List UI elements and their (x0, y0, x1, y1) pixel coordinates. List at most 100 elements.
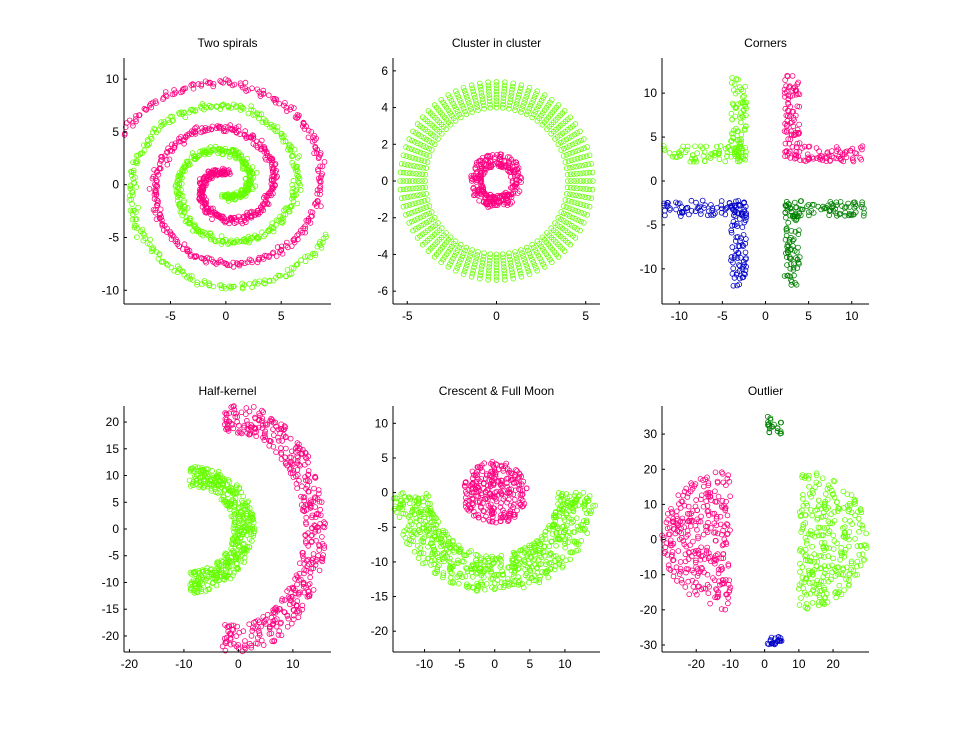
scatter-point (713, 143, 720, 150)
scatter-point (397, 169, 404, 176)
scatter-point (234, 623, 240, 630)
scatter-point (493, 91, 500, 98)
scatter-point (226, 154, 233, 160)
scatter-point (586, 152, 593, 159)
scatter-point (471, 264, 477, 271)
scatter-point (564, 184, 571, 191)
scatter-point (670, 153, 676, 160)
scatter-point (516, 88, 523, 95)
scatter-point (155, 171, 162, 178)
panel-title: Two spirals (197, 36, 257, 50)
scatter-point (739, 242, 746, 249)
scatter-point (249, 164, 256, 170)
scatter-point (253, 169, 260, 176)
scatter-point (735, 198, 742, 204)
scatter-point (582, 162, 588, 168)
scatter-point (225, 148, 232, 155)
scatter-point (567, 191, 573, 198)
scatter-point (293, 261, 300, 268)
scatter-point (242, 638, 248, 644)
scatter-point (426, 138, 433, 144)
scatter-point (459, 253, 466, 260)
scatter-point (702, 202, 708, 209)
scatter-point (299, 602, 306, 609)
scatter-point (837, 210, 843, 217)
scatter-point (482, 157, 489, 163)
scatter-point (192, 583, 199, 589)
scatter-point (207, 80, 214, 86)
scatter-point (787, 265, 794, 272)
scatter-point (288, 593, 295, 600)
scatter-point (586, 203, 593, 210)
scatter-point (566, 150, 573, 157)
scatter-point (739, 224, 746, 231)
scatter-point (212, 477, 218, 484)
scatter-point (566, 213, 573, 219)
scatter-point (133, 116, 139, 122)
scatter-point (200, 576, 207, 583)
scatter-point (729, 116, 735, 123)
scatter-point (739, 147, 746, 154)
scatter-point (222, 550, 229, 557)
x-tick-label: -10 (416, 657, 434, 671)
scatter-point (424, 159, 431, 165)
scatter-point (485, 82, 492, 89)
scatter-point (248, 424, 254, 431)
scatter-point (517, 270, 524, 277)
y-tick-label: -10 (102, 283, 120, 297)
scatter-point (500, 257, 507, 264)
scatter-point (509, 199, 515, 205)
scatter-point (283, 239, 290, 246)
scatter-point (470, 192, 477, 199)
y-tick-label: -15 (102, 602, 120, 616)
scatter-point (203, 259, 210, 266)
scatter-point (246, 167, 252, 174)
scatter-point (462, 91, 469, 97)
scatter-point (417, 192, 423, 198)
scatter-point (210, 580, 216, 587)
scatter-point (222, 647, 229, 654)
x-tick-label: 5 (526, 657, 533, 671)
scatter-point (147, 101, 154, 107)
scatter-point (833, 202, 840, 209)
x-tick-label: -20 (121, 657, 139, 671)
scatter-point (288, 270, 295, 277)
scatter-point (485, 276, 491, 283)
scatter-point (534, 267, 540, 274)
scatter-point (739, 113, 745, 119)
scatter-point (200, 188, 206, 194)
scatter-point (502, 276, 508, 283)
scatter-point (786, 239, 793, 246)
scatter-point (193, 466, 199, 473)
scatter-point (227, 500, 233, 507)
scatter-point (228, 217, 234, 224)
scatter-point (569, 141, 576, 148)
scatter-point (798, 198, 804, 204)
scatter-point (224, 262, 231, 269)
scatter-point (859, 143, 866, 150)
scatter-point (849, 155, 856, 162)
scatter-point (511, 496, 518, 503)
scatter-point (406, 220, 413, 226)
scatter-point (249, 510, 255, 517)
scatter-point (316, 185, 323, 191)
scatter-point (140, 237, 147, 244)
scatter-point (206, 480, 213, 487)
scatter-point (259, 407, 265, 414)
scatter-point (493, 79, 500, 85)
scatter-point (742, 83, 748, 90)
scatter-point (155, 255, 162, 262)
scatter-point (731, 207, 737, 213)
scatter-point (526, 271, 533, 278)
scatter-point (153, 129, 160, 136)
scatter-point (197, 475, 204, 481)
scatter-point (222, 219, 228, 226)
scatter-point (254, 259, 261, 266)
scatter-point (312, 562, 319, 568)
scatter-point (493, 277, 500, 283)
scatter-point (793, 91, 800, 98)
scatter-point (303, 507, 310, 513)
scatter-point (512, 104, 519, 110)
scatter-point (262, 252, 268, 259)
scatter-point (785, 101, 791, 107)
